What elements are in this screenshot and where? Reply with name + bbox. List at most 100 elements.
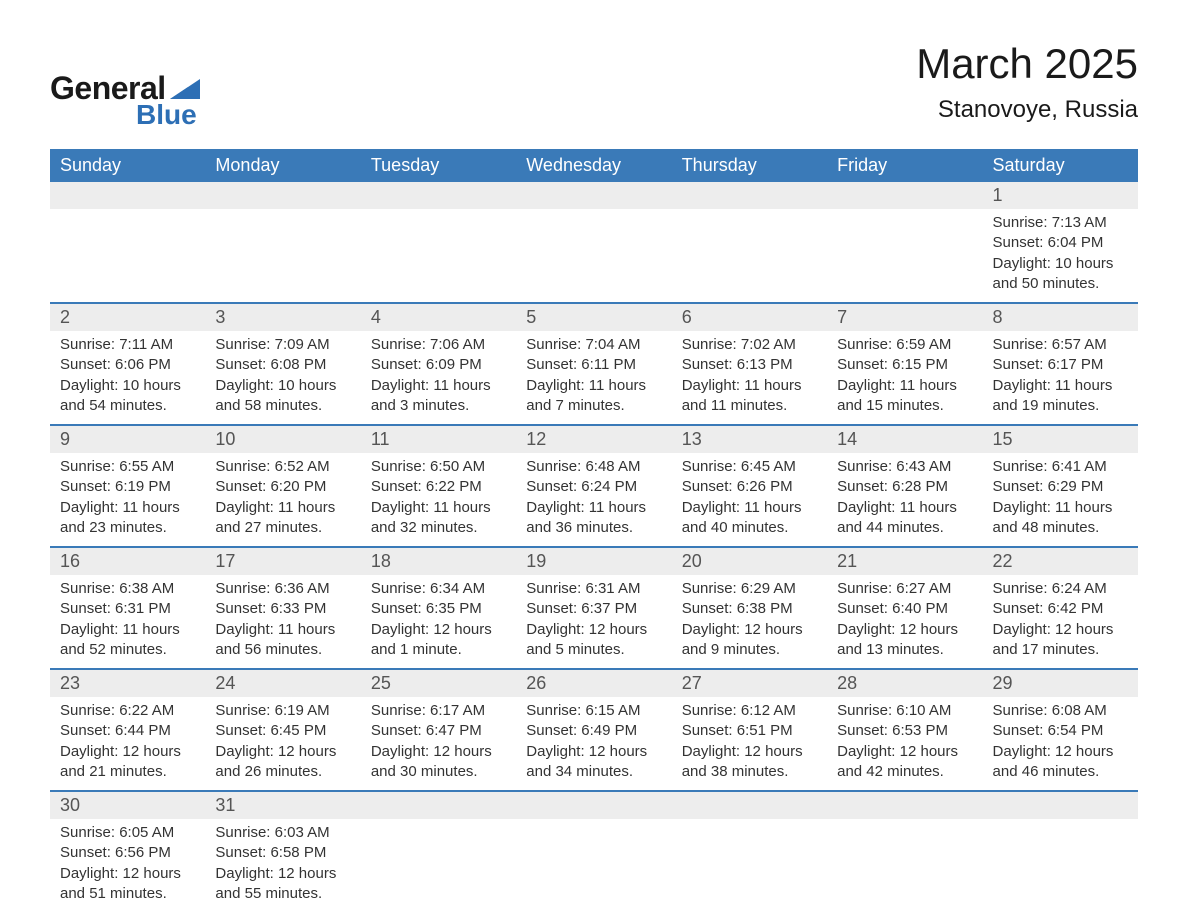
daylight-text: Daylight: 11 hours: [215, 498, 350, 518]
day-number-cell: 2: [50, 303, 205, 331]
sunrise-text: Sunrise: 6:43 AM: [837, 457, 972, 477]
day-detail-cell: [827, 209, 982, 303]
sunrise-text: Sunrise: 7:06 AM: [371, 335, 506, 355]
month-title: March 2025: [916, 40, 1138, 88]
sunrise-text: Sunrise: 6:50 AM: [371, 457, 506, 477]
sunrise-text: Sunrise: 6:29 AM: [682, 579, 817, 599]
day-number-cell: [205, 182, 360, 209]
sunset-text: Sunset: 6:11 PM: [526, 355, 661, 375]
daylight-text: Daylight: 11 hours: [60, 498, 195, 518]
day-header: Wednesday: [516, 149, 671, 182]
day-header: Friday: [827, 149, 982, 182]
daylight-text: Daylight: 11 hours: [682, 498, 817, 518]
day-detail-cell: [983, 819, 1138, 912]
daylight-text: and 9 minutes.: [682, 640, 817, 660]
daylight-text: and 55 minutes.: [215, 884, 350, 904]
day-header: Sunday: [50, 149, 205, 182]
day-number-cell: [50, 182, 205, 209]
day-detail-cell: Sunrise: 6:48 AMSunset: 6:24 PMDaylight:…: [516, 453, 671, 547]
daylight-text: and 23 minutes.: [60, 518, 195, 538]
daylight-text: Daylight: 12 hours: [993, 620, 1128, 640]
sunrise-text: Sunrise: 7:13 AM: [993, 213, 1128, 233]
day-number-row: 3031: [50, 791, 1138, 819]
day-detail-cell: Sunrise: 6:22 AMSunset: 6:44 PMDaylight:…: [50, 697, 205, 791]
day-detail-cell: [672, 209, 827, 303]
sunrise-text: Sunrise: 6:41 AM: [993, 457, 1128, 477]
daylight-text: Daylight: 12 hours: [837, 620, 972, 640]
day-detail-cell: Sunrise: 6:15 AMSunset: 6:49 PMDaylight:…: [516, 697, 671, 791]
sunrise-text: Sunrise: 6:36 AM: [215, 579, 350, 599]
sunrise-text: Sunrise: 6:22 AM: [60, 701, 195, 721]
logo-word-2: Blue: [136, 99, 200, 131]
sunset-text: Sunset: 6:20 PM: [215, 477, 350, 497]
day-number-cell: 13: [672, 425, 827, 453]
sunset-text: Sunset: 6:06 PM: [60, 355, 195, 375]
sunset-text: Sunset: 6:28 PM: [837, 477, 972, 497]
day-detail-cell: Sunrise: 6:24 AMSunset: 6:42 PMDaylight:…: [983, 575, 1138, 669]
daylight-text: and 5 minutes.: [526, 640, 661, 660]
day-number-cell: [361, 791, 516, 819]
sunrise-text: Sunrise: 6:31 AM: [526, 579, 661, 599]
sunrise-text: Sunrise: 6:03 AM: [215, 823, 350, 843]
daylight-text: and 30 minutes.: [371, 762, 506, 782]
daylight-text: and 21 minutes.: [60, 762, 195, 782]
daylight-text: and 52 minutes.: [60, 640, 195, 660]
calendar-table: SundayMondayTuesdayWednesdayThursdayFrid…: [50, 149, 1138, 912]
day-detail-row: Sunrise: 6:05 AMSunset: 6:56 PMDaylight:…: [50, 819, 1138, 912]
daylight-text: Daylight: 11 hours: [682, 376, 817, 396]
sunrise-text: Sunrise: 6:08 AM: [993, 701, 1128, 721]
daylight-text: and 54 minutes.: [60, 396, 195, 416]
day-number-cell: 22: [983, 547, 1138, 575]
day-detail-cell: Sunrise: 6:08 AMSunset: 6:54 PMDaylight:…: [983, 697, 1138, 791]
day-number-cell: [827, 182, 982, 209]
day-number-cell: 8: [983, 303, 1138, 331]
daylight-text: and 13 minutes.: [837, 640, 972, 660]
daylight-text: Daylight: 11 hours: [837, 376, 972, 396]
day-detail-cell: [516, 819, 671, 912]
sunset-text: Sunset: 6:37 PM: [526, 599, 661, 619]
sunrise-text: Sunrise: 7:11 AM: [60, 335, 195, 355]
day-number-row: 9101112131415: [50, 425, 1138, 453]
daylight-text: Daylight: 10 hours: [60, 376, 195, 396]
title-block: March 2025 Stanovoye, Russia: [916, 40, 1138, 124]
sunrise-text: Sunrise: 6:27 AM: [837, 579, 972, 599]
daylight-text: Daylight: 10 hours: [215, 376, 350, 396]
day-detail-cell: Sunrise: 6:38 AMSunset: 6:31 PMDaylight:…: [50, 575, 205, 669]
day-number-cell: [827, 791, 982, 819]
logo: General Blue: [50, 70, 200, 131]
daylight-text: Daylight: 11 hours: [371, 376, 506, 396]
daylight-text: and 42 minutes.: [837, 762, 972, 782]
daylight-text: and 32 minutes.: [371, 518, 506, 538]
day-detail-cell: Sunrise: 6:41 AMSunset: 6:29 PMDaylight:…: [983, 453, 1138, 547]
day-detail-row: Sunrise: 7:11 AMSunset: 6:06 PMDaylight:…: [50, 331, 1138, 425]
day-number-row: 1: [50, 182, 1138, 209]
day-number-cell: 7: [827, 303, 982, 331]
daylight-text: and 44 minutes.: [837, 518, 972, 538]
day-number-cell: 23: [50, 669, 205, 697]
day-number-row: 2345678: [50, 303, 1138, 331]
daylight-text: and 56 minutes.: [215, 640, 350, 660]
day-detail-cell: [50, 209, 205, 303]
day-number-cell: [516, 182, 671, 209]
sunrise-text: Sunrise: 6:15 AM: [526, 701, 661, 721]
daylight-text: Daylight: 12 hours: [215, 742, 350, 762]
day-number-row: 23242526272829: [50, 669, 1138, 697]
day-header: Monday: [205, 149, 360, 182]
day-number-cell: 16: [50, 547, 205, 575]
day-number-cell: 18: [361, 547, 516, 575]
sunrise-text: Sunrise: 6:52 AM: [215, 457, 350, 477]
day-detail-cell: Sunrise: 6:31 AMSunset: 6:37 PMDaylight:…: [516, 575, 671, 669]
sunset-text: Sunset: 6:33 PM: [215, 599, 350, 619]
day-detail-cell: [827, 819, 982, 912]
day-number-cell: 30: [50, 791, 205, 819]
day-number-cell: 24: [205, 669, 360, 697]
daylight-text: and 3 minutes.: [371, 396, 506, 416]
day-number-cell: 27: [672, 669, 827, 697]
day-detail-cell: Sunrise: 6:55 AMSunset: 6:19 PMDaylight:…: [50, 453, 205, 547]
day-detail-row: Sunrise: 6:55 AMSunset: 6:19 PMDaylight:…: [50, 453, 1138, 547]
daylight-text: and 34 minutes.: [526, 762, 661, 782]
sunrise-text: Sunrise: 6:55 AM: [60, 457, 195, 477]
sunset-text: Sunset: 6:56 PM: [60, 843, 195, 863]
day-number-cell: 25: [361, 669, 516, 697]
day-detail-cell: [361, 209, 516, 303]
